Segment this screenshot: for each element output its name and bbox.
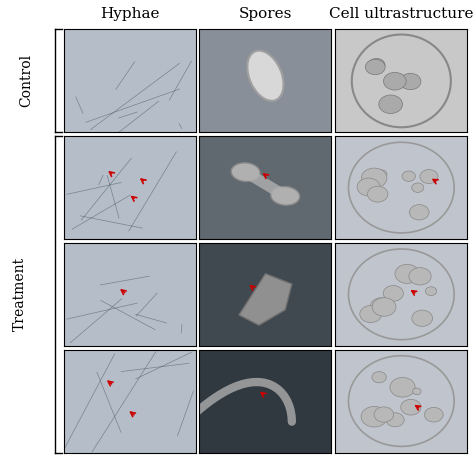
Circle shape	[424, 408, 443, 422]
Circle shape	[371, 298, 392, 314]
Ellipse shape	[271, 186, 300, 205]
Circle shape	[412, 388, 421, 395]
Circle shape	[410, 205, 429, 220]
Ellipse shape	[247, 50, 283, 101]
Circle shape	[390, 377, 415, 397]
Circle shape	[383, 73, 406, 90]
Text: Cell ultrastructure: Cell ultrastructure	[329, 7, 474, 21]
Circle shape	[361, 407, 387, 427]
Circle shape	[420, 169, 438, 184]
Circle shape	[401, 399, 421, 415]
Circle shape	[367, 186, 388, 202]
Text: Treatment: Treatment	[13, 257, 27, 331]
Circle shape	[360, 306, 382, 323]
Circle shape	[383, 285, 403, 301]
Circle shape	[372, 372, 386, 383]
Ellipse shape	[231, 163, 260, 181]
Circle shape	[357, 178, 380, 196]
Circle shape	[376, 170, 387, 179]
Text: Hyphae: Hyphae	[100, 7, 159, 21]
Circle shape	[402, 171, 415, 181]
Circle shape	[425, 287, 437, 296]
Circle shape	[372, 298, 396, 316]
Polygon shape	[239, 274, 292, 325]
Circle shape	[386, 413, 404, 427]
Circle shape	[368, 58, 385, 72]
Circle shape	[395, 264, 419, 283]
Text: Spores: Spores	[239, 7, 292, 21]
Text: Control: Control	[19, 54, 33, 107]
Circle shape	[412, 183, 424, 192]
Circle shape	[365, 59, 385, 75]
Circle shape	[379, 95, 402, 113]
Circle shape	[400, 73, 421, 90]
Circle shape	[361, 168, 387, 188]
Circle shape	[409, 268, 431, 285]
Circle shape	[412, 310, 433, 326]
Circle shape	[374, 407, 393, 422]
